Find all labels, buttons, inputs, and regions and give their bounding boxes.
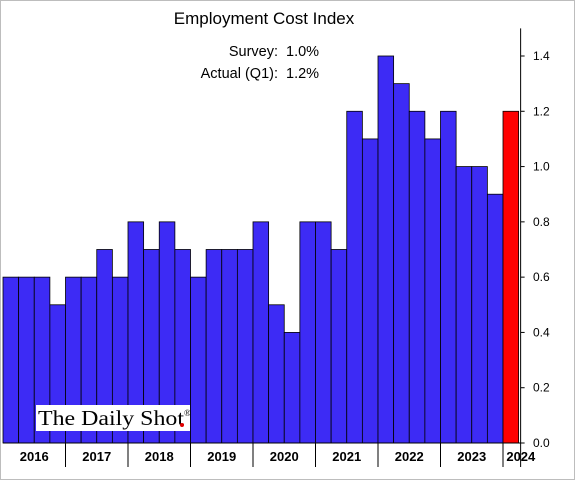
x-tick-label: 2023 bbox=[457, 449, 486, 464]
daily-shot-logo: The Daily Shot ® bbox=[36, 405, 191, 431]
bar bbox=[330, 249, 348, 444]
bar bbox=[486, 193, 504, 444]
bar bbox=[299, 221, 316, 444]
x-tick-label: 2022 bbox=[395, 449, 424, 464]
bar bbox=[408, 110, 426, 444]
chart-title: Employment Cost Index bbox=[174, 9, 355, 28]
y-axis: 0.0 0.2 0.4 0.6 0.8 1.0 1.2 1.4 bbox=[520, 28, 550, 450]
x-tick-label: 2017 bbox=[82, 449, 111, 464]
y-tick-label: 0.2 bbox=[533, 381, 550, 395]
logo-text: The Daily Shot bbox=[38, 406, 184, 430]
y-tick-label: 0.6 bbox=[533, 270, 550, 284]
bar bbox=[346, 110, 363, 444]
bar bbox=[252, 221, 270, 444]
bar-series bbox=[2, 55, 520, 444]
y-tick-label: 1.2 bbox=[533, 104, 550, 118]
bar bbox=[377, 55, 395, 444]
logo-red-dot bbox=[180, 423, 184, 427]
bar bbox=[190, 276, 207, 444]
bar bbox=[471, 166, 488, 444]
x-tick-label: 2024 bbox=[506, 449, 536, 464]
logo-background bbox=[36, 405, 190, 431]
annotation-actual: Actual (Q1): 1.2% bbox=[201, 66, 320, 82]
annotation-actual-label: Actual (Q1): bbox=[201, 66, 278, 82]
bar bbox=[205, 249, 223, 444]
bar bbox=[424, 138, 441, 444]
y-tick-label: 0.0 bbox=[533, 436, 550, 450]
bar bbox=[361, 138, 379, 444]
bar bbox=[268, 304, 285, 444]
x-tick-label: 2018 bbox=[145, 449, 174, 464]
x-axis: 2016 2017 2018 2019 2020 2021 2022 2023 2024 bbox=[3, 442, 536, 467]
annotation-survey: Survey: 1.0% bbox=[229, 44, 319, 60]
bar bbox=[18, 276, 35, 444]
bar-highlight bbox=[502, 110, 520, 444]
bar bbox=[455, 166, 473, 444]
annotation-survey-label: Survey: bbox=[229, 44, 278, 60]
y-tick-label: 0.8 bbox=[533, 215, 550, 229]
annotation-survey-value: 1.0% bbox=[286, 44, 319, 60]
logo-registered-mark: ® bbox=[184, 408, 191, 418]
annotation-actual-value: 1.2% bbox=[286, 66, 319, 82]
bar bbox=[315, 221, 332, 444]
bar bbox=[393, 83, 410, 444]
x-tick-label: 2021 bbox=[332, 449, 361, 464]
y-tick-label: 1.4 bbox=[533, 49, 550, 63]
bar bbox=[221, 249, 238, 444]
y-tick-label: 1.0 bbox=[533, 160, 550, 174]
x-tick-label: 2020 bbox=[270, 449, 299, 464]
bar bbox=[283, 332, 301, 444]
bar bbox=[2, 276, 20, 444]
x-tick-label: 2016 bbox=[20, 449, 49, 464]
bar bbox=[236, 249, 254, 444]
bar bbox=[440, 110, 457, 444]
y-tick-label: 0.4 bbox=[533, 325, 550, 339]
x-tick-label: 2019 bbox=[207, 449, 236, 464]
